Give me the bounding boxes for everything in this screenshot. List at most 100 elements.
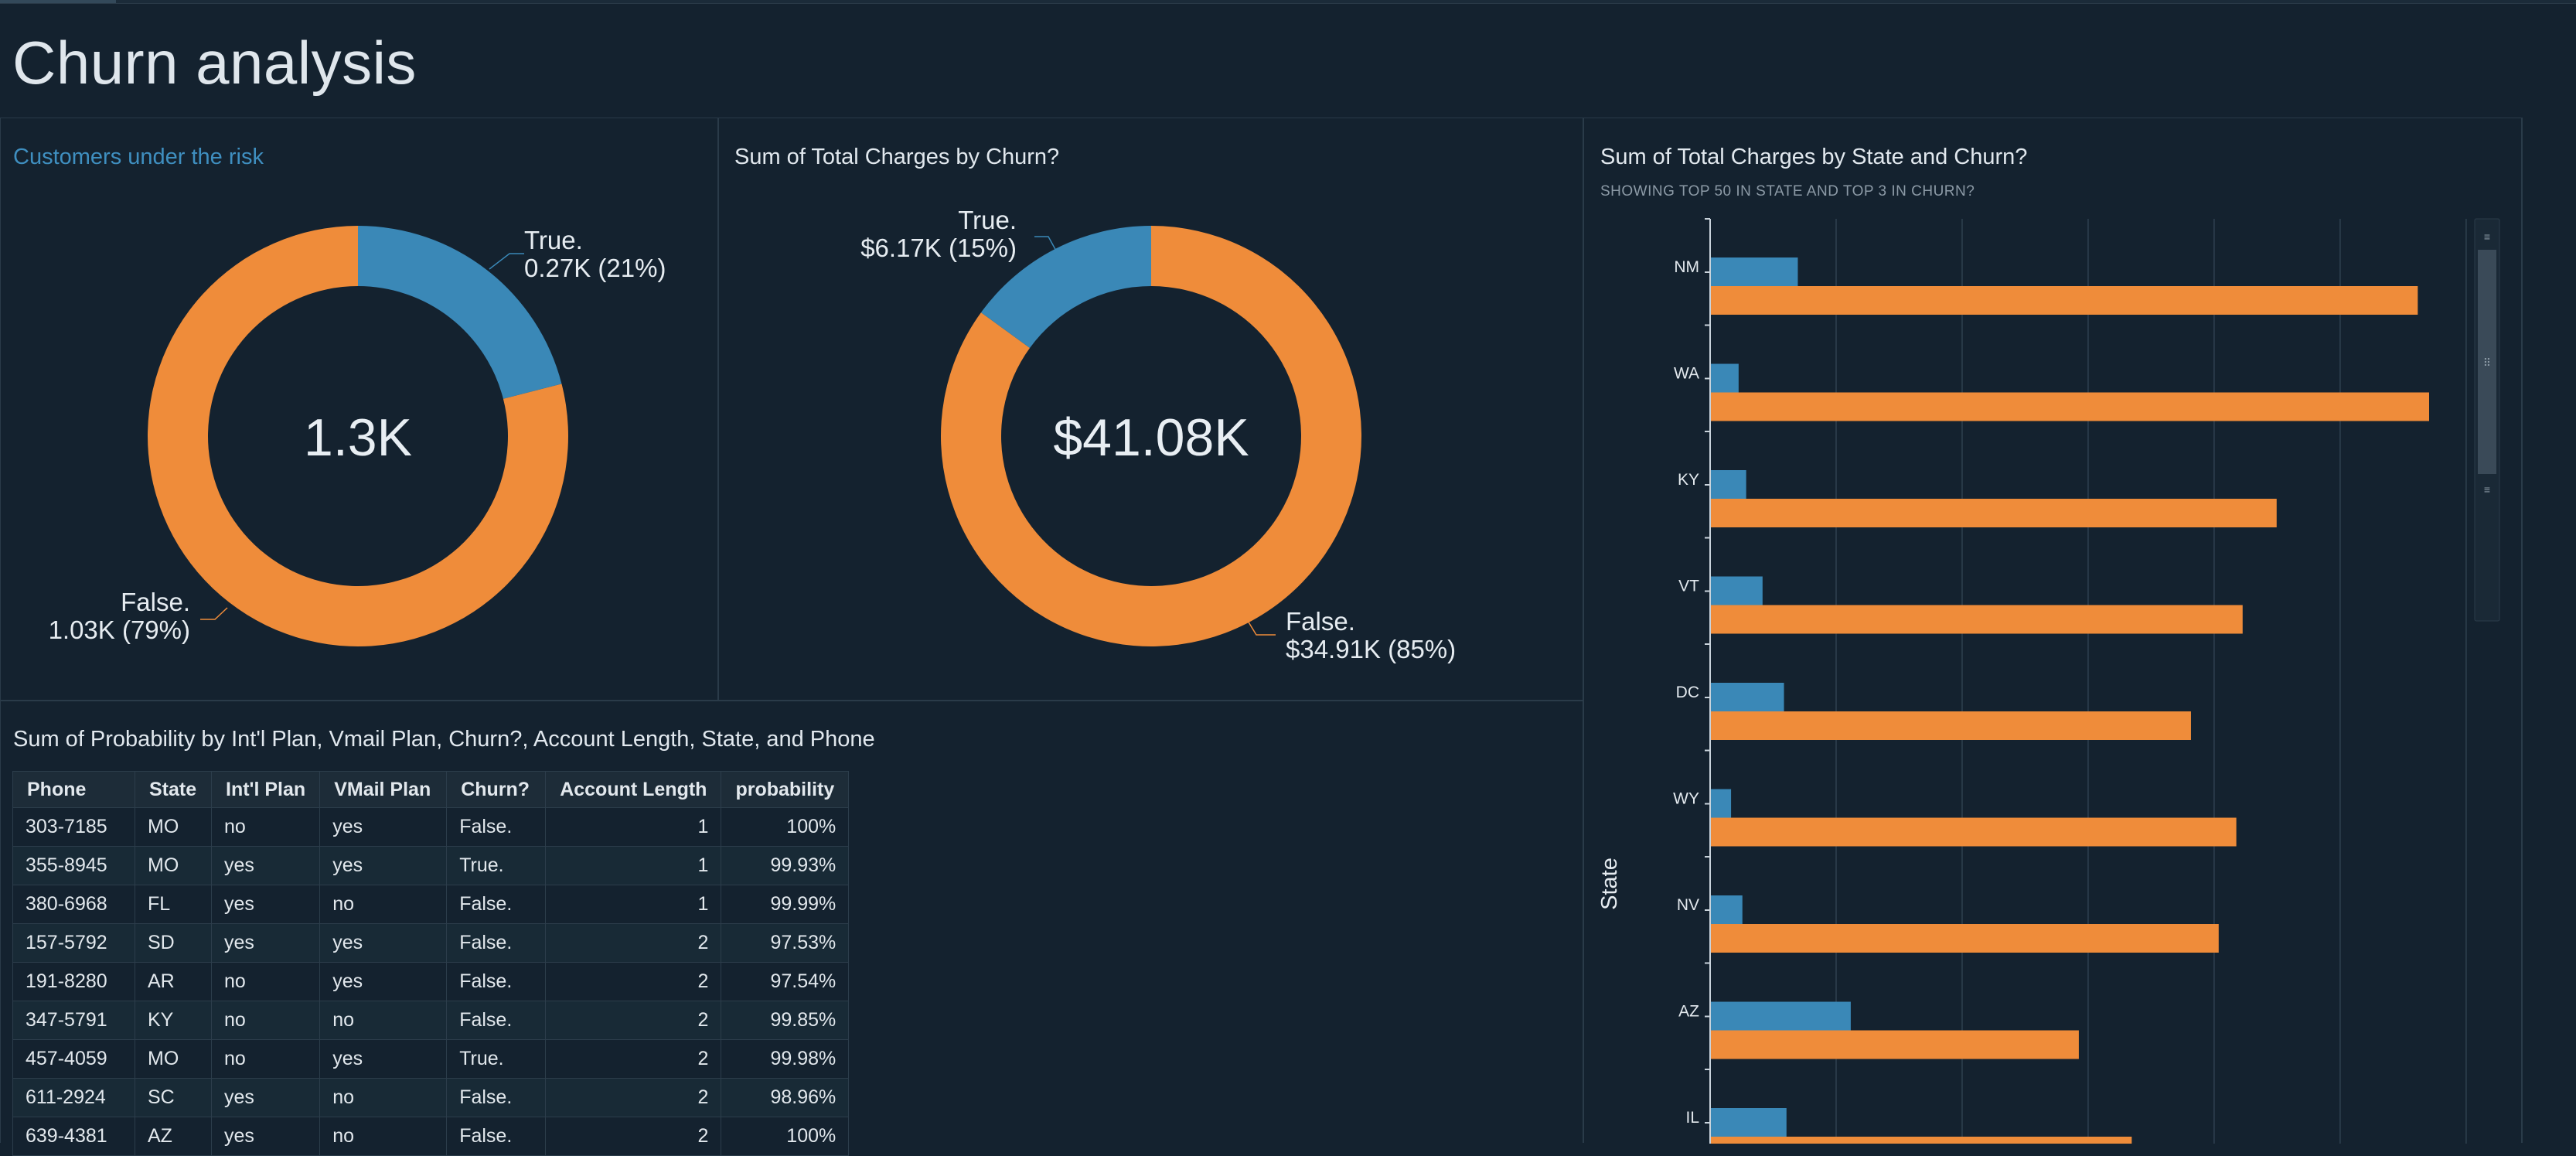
- cell-account-length: 2: [545, 962, 722, 1001]
- category-label-wy: WY: [1673, 790, 1699, 808]
- bar-wa-false[interactable]: [1711, 392, 2429, 421]
- total-charges-panel[interactable]: Sum of Total Charges by Churn? $41.08K T…: [718, 118, 1583, 701]
- gridlines: [1835, 219, 2467, 1144]
- table-row[interactable]: 611-2924 SC yes no False. 2 98.96%: [12, 1078, 850, 1117]
- cell-probability: 99.93%: [721, 846, 850, 885]
- cell-state: MO: [135, 846, 212, 885]
- column-header-intl-plan[interactable]: Int'l Plan: [210, 771, 321, 808]
- cell-account-length: 2: [545, 923, 722, 963]
- column-header-state[interactable]: State: [135, 771, 212, 808]
- cell-vmail-plan: yes: [319, 923, 448, 963]
- true-value: 0.27K (21%): [524, 254, 666, 282]
- false-value: 1.03K (79%): [49, 616, 190, 644]
- cell-account-length: 1: [545, 885, 722, 924]
- column-header-account-length[interactable]: Account Length: [545, 771, 722, 808]
- donut-slice-true[interactable]: [980, 226, 1151, 348]
- true-value: $6.17K (15%): [860, 234, 1017, 262]
- bar-wy-true[interactable]: [1711, 789, 1732, 818]
- scrollbar-thumb[interactable]: [2478, 250, 2496, 474]
- category-label-az: AZ: [1678, 1003, 1699, 1021]
- category-label-nv: NV: [1677, 896, 1699, 914]
- false-leader-line: [200, 607, 228, 620]
- probability-table[interactable]: Phone State Int'l Plan VMail Plan Churn?…: [12, 771, 850, 1156]
- probability-table-panel[interactable]: Sum of Probability by Int'l Plan, Vmail …: [0, 701, 1583, 1143]
- bar-ky-false[interactable]: [1711, 499, 2277, 527]
- table-row[interactable]: 157-5792 SD yes yes False. 2 97.53%: [12, 923, 850, 963]
- cell-probability: 98.96%: [721, 1078, 850, 1117]
- cell-account-length: 1: [545, 807, 722, 847]
- table-row[interactable]: 303-7185 MO no yes False. 1 100%: [12, 807, 850, 847]
- cell-churn: False.: [446, 807, 547, 847]
- customers-risk-title[interactable]: Customers under the risk: [13, 145, 264, 169]
- cell-intl-plan: yes: [210, 923, 321, 963]
- vertical-scrollbar[interactable]: ≡ ⠿ ≡: [2474, 218, 2500, 622]
- bar-az-false[interactable]: [1711, 1030, 2079, 1059]
- cell-account-length: 2: [545, 1117, 722, 1156]
- cell-probability: 97.53%: [721, 923, 850, 963]
- bar-il-true[interactable]: [1711, 1108, 1787, 1137]
- table-row[interactable]: 355-8945 MO yes yes True. 1 99.93%: [12, 846, 850, 885]
- column-header-phone[interactable]: Phone: [12, 771, 135, 808]
- cell-probability: 100%: [721, 807, 850, 847]
- cell-account-length: 2: [545, 1001, 722, 1040]
- cell-state: SD: [135, 923, 212, 963]
- right-edge-panel-border: [2522, 118, 2523, 1143]
- bar-dc-false[interactable]: [1711, 711, 2191, 740]
- table-row[interactable]: 457-4059 MO no yes True. 2 99.98%: [12, 1039, 850, 1079]
- table-row[interactable]: 639-4381 AZ yes no False. 2 100%: [12, 1117, 850, 1156]
- bar-il-false[interactable]: [1711, 1137, 2132, 1144]
- cell-state: MO: [135, 1039, 212, 1079]
- bar-vt-false[interactable]: [1711, 605, 2243, 634]
- svg-text:≡: ≡: [2484, 483, 2490, 496]
- active-sheet-tab[interactable]: [0, 0, 116, 3]
- category-label-nm: NM: [1674, 258, 1699, 276]
- bar-wy-false[interactable]: [1711, 817, 2237, 847]
- cell-state: MO: [135, 807, 212, 847]
- donut-center-value: 1.3K: [304, 408, 412, 467]
- cell-churn: True.: [446, 1039, 547, 1079]
- bar-vt-true[interactable]: [1711, 576, 1763, 605]
- false-label: False.: [1286, 607, 1355, 636]
- column-header-churn[interactable]: Churn?: [446, 771, 547, 808]
- cell-state: AR: [135, 962, 212, 1001]
- cell-intl-plan: yes: [210, 1117, 321, 1156]
- column-header-vmail-plan[interactable]: VMail Plan: [319, 771, 448, 808]
- table-row[interactable]: 347-5791 KY no no False. 2 99.85%: [12, 1001, 850, 1040]
- cell-churn: False.: [446, 1001, 547, 1040]
- table-row[interactable]: 191-8280 AR no yes False. 2 97.54%: [12, 962, 850, 1001]
- cell-churn: False.: [446, 1117, 547, 1156]
- cell-state: KY: [135, 1001, 212, 1040]
- bar-nm-false[interactable]: [1711, 286, 2418, 315]
- state-churn-title: Sum of Total Charges by State and Churn?: [1600, 145, 2028, 169]
- bar-nv-false[interactable]: [1711, 924, 2219, 953]
- bar-nv-true[interactable]: [1711, 895, 1743, 924]
- cell-intl-plan: yes: [210, 885, 321, 924]
- cell-state: SC: [135, 1078, 212, 1117]
- true-label: True.: [524, 226, 583, 254]
- bar-wa-true[interactable]: [1711, 363, 1739, 393]
- cell-churn: False.: [446, 885, 547, 924]
- cell-phone: 639-4381: [12, 1117, 135, 1156]
- customers-risk-donut[interactable]: 1.3K True. 0.27K (21%) False. 1.03K (79%…: [1, 118, 719, 701]
- column-header-probability[interactable]: probability: [721, 771, 850, 808]
- cell-phone: 347-5791: [12, 1001, 135, 1040]
- state-churn-panel[interactable]: Sum of Total Charges by State and Churn?…: [1583, 118, 2523, 1144]
- table-row[interactable]: 380-6968 FL yes no False. 1 99.99%: [12, 885, 850, 924]
- true-label: True.: [958, 206, 1017, 234]
- top-strip: [0, 0, 2576, 4]
- cell-vmail-plan: yes: [319, 1039, 448, 1079]
- bar-ky-true[interactable]: [1711, 470, 1746, 499]
- bar-dc-true[interactable]: [1711, 683, 1784, 711]
- bar-az-true[interactable]: [1711, 1001, 1851, 1031]
- customers-risk-panel[interactable]: Customers under the risk 1.3K True. 0.27…: [0, 118, 718, 701]
- false-leader-line: [1245, 616, 1276, 636]
- cell-churn: True.: [446, 846, 547, 885]
- donut-slice-true[interactable]: [358, 226, 562, 399]
- false-value: $34.91K (85%): [1286, 635, 1456, 663]
- cell-phone: 157-5792: [12, 923, 135, 963]
- bar-nm-true[interactable]: [1711, 257, 1798, 286]
- state-churn-bar-chart[interactable]: NM WA KY VT DC WY NV AZ IL State ≡ ⠿ ≡: [1584, 118, 2523, 1144]
- cell-phone: 303-7185: [12, 807, 135, 847]
- probability-table-title: Sum of Probability by Int'l Plan, Vmail …: [13, 727, 875, 752]
- total-charges-donut[interactable]: $41.08K True. $6.17K (15%) False. $34.91…: [719, 118, 1584, 701]
